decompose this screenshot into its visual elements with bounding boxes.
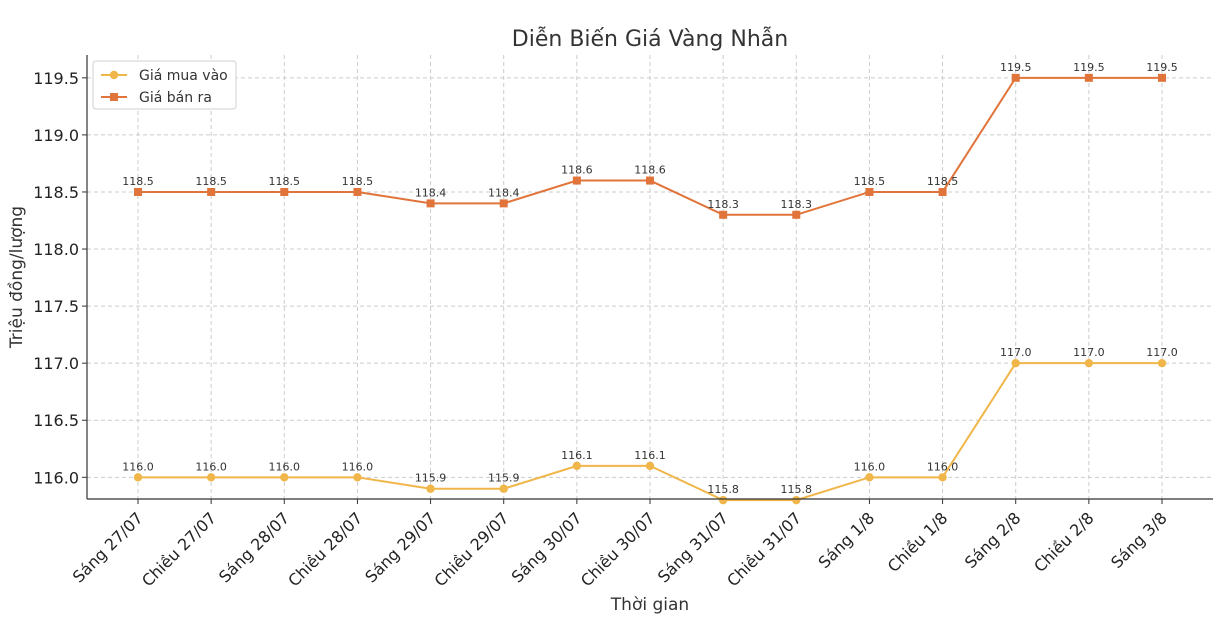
legend-label: Giá mua vào — [139, 68, 228, 84]
data-label: 117.0 — [1073, 346, 1105, 359]
data-point — [280, 187, 289, 196]
data-point — [645, 461, 655, 471]
data-label: 115.8 — [707, 483, 739, 496]
data-label: 118.3 — [707, 198, 739, 211]
data-label: 118.4 — [415, 186, 447, 199]
data-point — [499, 199, 508, 208]
data-label: 118.5 — [269, 175, 301, 188]
y-axis-label: Triệu đồng/lượng — [6, 206, 27, 349]
y-tick-label: 117.0 — [33, 354, 79, 373]
data-point — [865, 473, 874, 482]
legend-marker — [109, 70, 119, 80]
data-label: 119.5 — [1000, 61, 1032, 74]
data-point — [207, 187, 216, 196]
x-tick-label: Chiều 29/07 — [431, 508, 513, 590]
data-label: 117.0 — [1000, 346, 1032, 359]
data-label: 116.0 — [342, 460, 374, 473]
data-point — [1157, 358, 1167, 368]
data-point — [206, 473, 216, 482]
data-point — [1011, 358, 1020, 368]
series-layer — [133, 73, 1167, 505]
data-point — [572, 176, 581, 185]
data-label: 116.0 — [122, 460, 154, 473]
x-tick-label: Chiều 1/8 — [884, 508, 952, 576]
x-tick-label: Sáng 28/07 — [215, 508, 293, 586]
data-point — [865, 187, 874, 196]
data-point — [792, 210, 801, 219]
data-label: 116.1 — [634, 449, 666, 462]
x-tick-label: Chiều 31/07 — [723, 508, 805, 590]
x-tick-label: Chiều 28/07 — [284, 508, 366, 590]
legend: Giá mua vào Giá bán ra — [92, 60, 237, 110]
data-label: 116.0 — [927, 460, 959, 473]
y-tick-label: 119.5 — [33, 69, 79, 88]
data-label: 116.0 — [195, 460, 227, 473]
data-point — [499, 484, 508, 493]
data-label: 116.0 — [854, 460, 886, 473]
data-point — [426, 199, 435, 208]
x-tick-label: Sáng 27/07 — [69, 508, 147, 586]
data-label: 115.9 — [488, 472, 520, 485]
data-label: 118.5 — [927, 175, 959, 188]
y-tick-label: 118.5 — [33, 183, 79, 202]
data-label: 118.5 — [854, 175, 886, 188]
data-point — [426, 484, 435, 493]
data-point — [572, 461, 582, 471]
data-label: 118.4 — [488, 186, 520, 199]
y-tick-label: 116.5 — [33, 411, 79, 430]
data-point — [792, 495, 801, 505]
data-label: 119.5 — [1073, 61, 1105, 74]
data-point — [133, 473, 143, 482]
x-tick-label: Sáng 3/8 — [1107, 508, 1171, 572]
data-labels: 116.0 116.0 116.0 116.0 115.9 115.9 116.1 116.1… — [122, 61, 1178, 496]
x-tick-label: Chiều 2/8 — [1030, 508, 1098, 576]
data-point — [719, 210, 728, 219]
data-point — [280, 473, 289, 482]
grid-lines — [87, 55, 1213, 499]
y-tick-label: 117.5 — [33, 297, 79, 316]
data-label: 115.9 — [415, 472, 447, 485]
x-tick-label: Sáng 2/8 — [961, 508, 1025, 572]
data-label: 118.6 — [561, 164, 593, 177]
data-label: 118.3 — [781, 198, 813, 211]
data-point — [1158, 73, 1166, 82]
data-point — [353, 187, 362, 196]
y-tick-label: 118.0 — [33, 240, 79, 259]
data-label: 118.5 — [195, 175, 227, 188]
data-label: 118.5 — [122, 175, 154, 188]
y-axis-ticks: 116.0 116.5 117.0 117.5 118.0 118.5 119.0 119.5 — [33, 69, 87, 487]
data-point — [134, 187, 142, 196]
data-label: 116.0 — [269, 460, 301, 473]
data-point — [1084, 358, 1094, 368]
data-label: 119.5 — [1146, 61, 1178, 74]
data-label: 115.8 — [781, 483, 813, 496]
data-label: 118.6 — [634, 164, 666, 177]
data-label: 116.1 — [561, 449, 593, 462]
data-point — [938, 473, 947, 482]
x-tick-label: Sáng 31/07 — [654, 508, 732, 586]
x-tick-label: Sáng 29/07 — [361, 508, 439, 586]
data-point — [938, 187, 947, 196]
data-point — [353, 473, 362, 482]
x-tick-label: Chiều 30/07 — [577, 508, 659, 590]
x-tick-label: Sáng 30/07 — [508, 508, 586, 586]
data-point — [1011, 73, 1020, 82]
x-tick-label: Chiều 27/07 — [138, 508, 220, 590]
y-tick-label: 116.0 — [33, 468, 79, 487]
data-label: 118.5 — [342, 175, 374, 188]
data-label: 117.0 — [1146, 346, 1178, 359]
x-axis-label: Thời gian — [610, 595, 689, 615]
data-point — [1084, 73, 1093, 82]
legend-marker — [110, 93, 118, 101]
legend-label: Giá bán ra — [139, 90, 212, 106]
data-point — [718, 495, 728, 505]
y-tick-label: 119.0 — [33, 126, 79, 145]
chart-title: Diễn Biến Giá Vàng Nhẫn — [512, 26, 788, 52]
x-tick-label: Sáng 1/8 — [815, 508, 879, 572]
series-line — [138, 362, 1162, 502]
data-point — [646, 176, 654, 185]
legend-box — [92, 60, 237, 110]
